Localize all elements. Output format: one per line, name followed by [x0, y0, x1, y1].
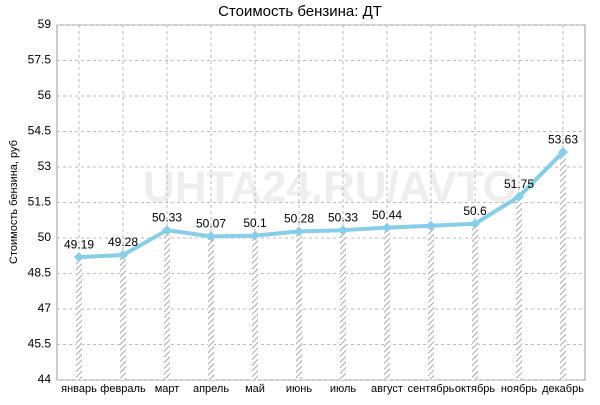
y-tick-label: 44 — [38, 372, 52, 386]
point — [470, 218, 480, 229]
point — [74, 252, 84, 263]
y-tick-label: 53 — [38, 159, 52, 173]
drop-bar — [472, 223, 478, 380]
line — [78, 150, 565, 260]
x-tick-label: сентябрь — [408, 383, 455, 395]
data-label: 51.75 — [504, 177, 534, 191]
drop-bar — [252, 235, 258, 380]
drop-bar — [208, 236, 214, 380]
point — [118, 250, 128, 261]
drop-bar — [296, 231, 302, 380]
point — [558, 147, 568, 158]
x-tick-label: март — [155, 383, 180, 395]
point — [294, 226, 304, 237]
y-axis-label: Стоимость бензина, руб — [8, 140, 20, 264]
y-tick-label: 54.5 — [28, 124, 52, 138]
point — [514, 191, 524, 202]
data-label: 50.07 — [196, 217, 226, 231]
point — [206, 231, 216, 242]
x-tick-label: май — [245, 383, 265, 395]
data-label: 50.1 — [243, 216, 267, 230]
point — [250, 230, 260, 241]
x-tick-label: февраль — [100, 383, 146, 395]
y-tick-label: 50 — [38, 230, 52, 244]
data-label: 50.33 — [152, 210, 182, 224]
x-tick-label: декабрь — [542, 383, 584, 395]
x-tick-label: июль — [330, 383, 357, 395]
data-label: 49.28 — [108, 235, 138, 249]
x-tick-label: январь — [61, 383, 97, 395]
x-tick-label: ноябрь — [501, 383, 538, 395]
y-tick-label: 59 — [38, 17, 52, 31]
x-tick-label: апрель — [193, 383, 229, 395]
point — [382, 222, 392, 233]
y-tick-label: 51.5 — [28, 195, 52, 209]
x-tick-label: июнь — [286, 383, 312, 395]
point — [162, 225, 172, 236]
drop-bar — [120, 255, 126, 380]
x-tick-label: август — [371, 383, 403, 395]
watermark: UHTA24.RU/AVTO — [143, 163, 517, 212]
data-label: 50.44 — [372, 208, 402, 222]
drop-bar — [428, 225, 434, 380]
drop-bar — [164, 230, 170, 380]
data-label: 53.63 — [548, 132, 578, 146]
point — [338, 225, 348, 236]
drop-bar — [384, 227, 390, 380]
y-tick-label: 47 — [38, 301, 52, 315]
y-tick-label: 56 — [38, 88, 52, 102]
data-label: 50.33 — [328, 210, 358, 224]
data-label: 50.28 — [284, 212, 314, 226]
data-label: 50.6 — [463, 204, 487, 218]
drop-bar — [76, 257, 82, 380]
data-label: 49.19 — [64, 237, 94, 251]
drop-bar — [560, 152, 566, 380]
drop-bar — [516, 196, 522, 380]
y-tick-label: 45.5 — [28, 337, 52, 351]
chart-title: Стоимость бензина: ДТ — [218, 3, 382, 20]
point — [426, 220, 436, 231]
y-tick-label: 57.5 — [28, 53, 52, 67]
drop-bar — [340, 230, 346, 380]
x-tick-label: октябрь — [455, 383, 495, 395]
y-tick-label: 48.5 — [28, 266, 52, 280]
